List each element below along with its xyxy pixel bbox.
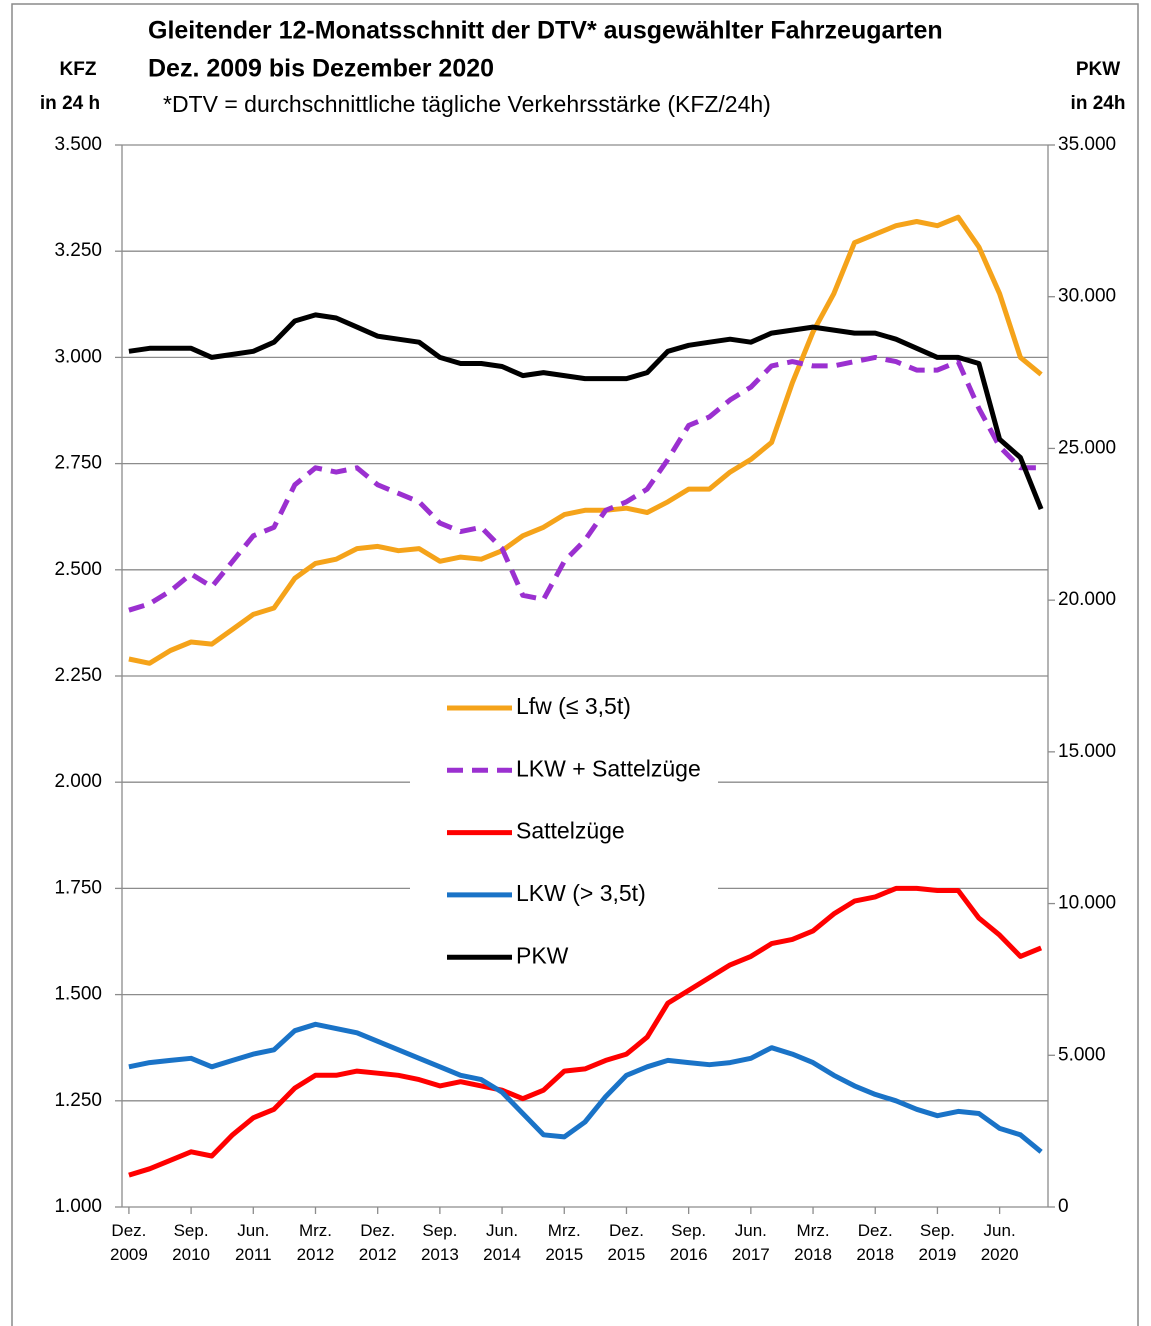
y-tick-label: 1.750 [54,877,102,898]
frame [11,3,1139,1326]
y2-tick-label: 25.000 [1058,437,1116,458]
y-tick-label: 1.500 [54,984,102,1005]
data-line [128,885,1043,1178]
legend-label: LKW (> 3,5t) [516,880,646,906]
y2-tick-label: 10.000 [1058,893,1116,914]
x-tick-label: Mrz. 2012 [296,1221,335,1264]
y-axis-label: KFZ [60,59,97,80]
y2-tick-label: 35.000 [1058,134,1116,155]
legend-label: Sattelzüge [516,818,625,844]
x-tick-label: Dez. 2018 [856,1221,895,1264]
x-tick-label: Sep. 2010 [172,1221,210,1264]
y2-tick-label: 0 [1058,1196,1069,1217]
y-tick-label: 3.250 [54,240,102,261]
y-tick-label: 1.250 [54,1090,102,1111]
y2-tick-label: 15.000 [1058,741,1116,762]
x-tick-label: Mrz. 2018 [794,1221,832,1264]
y-tick-label: 2.500 [54,559,102,580]
x-tick-label: Jun. 2020 [980,1221,1019,1264]
data-line [128,354,1042,613]
chart-title: Dez. 2009 bis Dezember 2020 [148,55,494,83]
x-tick-label: Jun. 2017 [731,1221,770,1264]
y-tick-label: 2.750 [54,453,102,474]
x-tick-label: Sep. 2016 [669,1221,708,1264]
y2-tick-label: 30.000 [1058,286,1116,307]
x-tick-label: Sep. 2013 [420,1221,459,1264]
y-tick-label: 2.000 [54,771,102,792]
data-line [128,312,1044,511]
legend-label: PKW [516,942,569,968]
y2-axis-label: in 24h [1071,93,1126,114]
y-tick-label: 1.000 [54,1196,102,1217]
x-tick-label: Jun. 2011 [235,1221,272,1264]
x-tick-label: Mrz. 2015 [545,1221,584,1264]
y-tick-label: 3.500 [54,134,102,155]
chart-title: Gleitender 12-Monatsschnitt der DTV* aus… [148,17,943,45]
data-line [128,1021,1043,1154]
y2-tick-label: 5.000 [1058,1044,1106,1065]
x-tick-label: Sep. 2019 [918,1221,957,1264]
y-tick-label: 3.000 [54,346,102,367]
y-axis-label: in 24 h [40,93,100,114]
x-tick-label: Jun. 2014 [483,1221,521,1264]
y-tick-label: 2.250 [54,665,102,686]
data-line [128,214,1043,666]
legend-label: LKW + Sattelzüge [516,755,701,781]
legend-label: Lfw (≤ 3,5t) [516,693,631,719]
x-tick-label: Dez. 2012 [358,1221,397,1264]
chart-subtitle: *DTV = durchschnittliche tägliche Verkeh… [163,91,771,117]
y2-tick-label: 20.000 [1058,589,1116,610]
y2-axis-label: PKW [1076,59,1120,80]
x-tick-label: Dez. 2015 [607,1221,646,1264]
x-tick-label: Dez. 2009 [109,1221,148,1264]
